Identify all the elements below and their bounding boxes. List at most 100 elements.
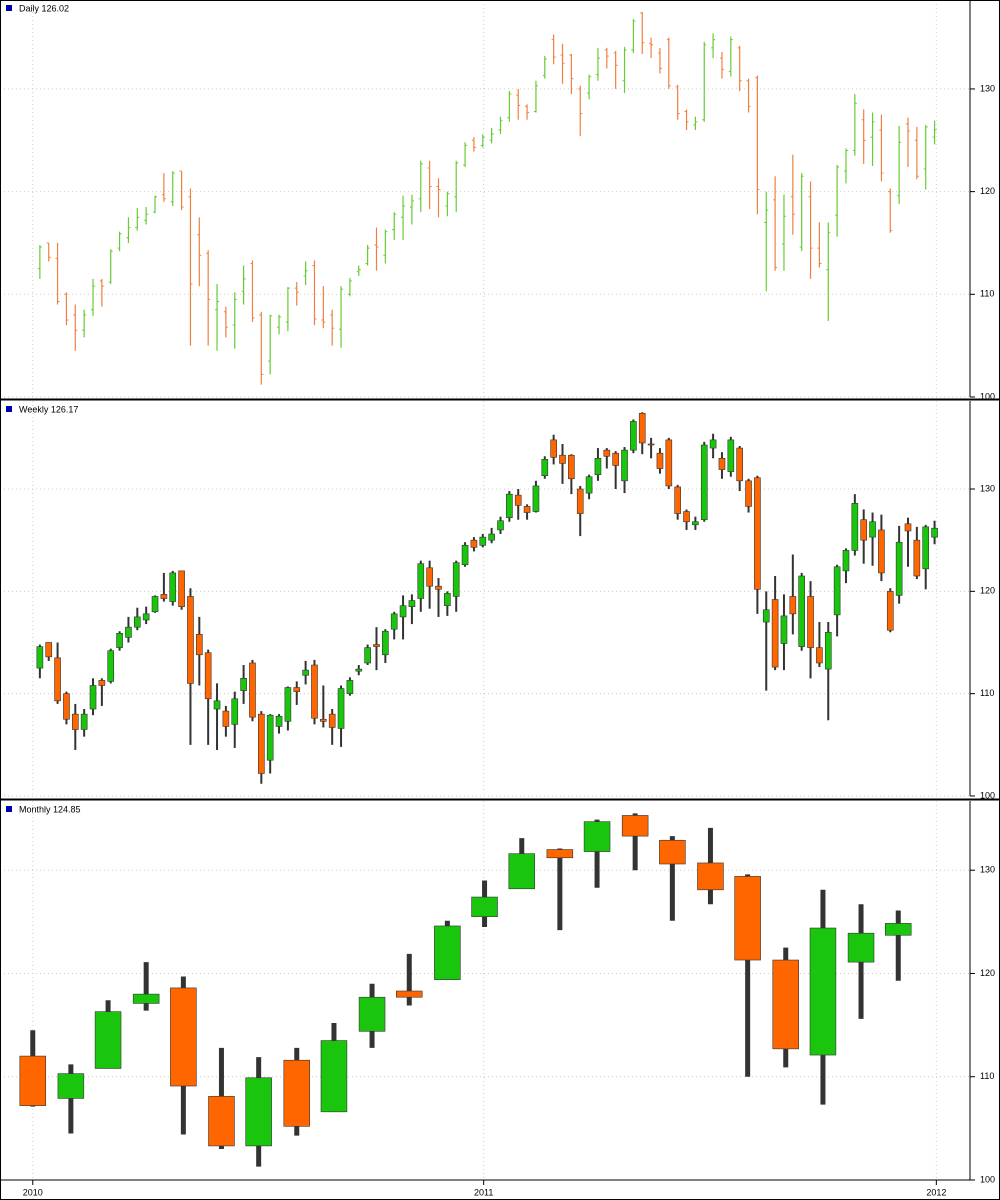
- candle-body: [842, 550, 850, 572]
- candle-body: [434, 925, 461, 980]
- candle-body: [222, 710, 230, 727]
- candle-body: [479, 536, 487, 546]
- candle-body: [116, 632, 123, 648]
- candle-body: [311, 664, 318, 719]
- candle-body: [700, 444, 708, 521]
- candle-body: [302, 669, 309, 676]
- candle-body: [358, 996, 386, 1032]
- candle-body: [399, 605, 407, 618]
- candle-body: [736, 447, 743, 482]
- candle-body: [904, 523, 912, 532]
- candle-body: [107, 650, 115, 682]
- candle-body: [851, 503, 859, 551]
- candle-body: [71, 713, 79, 730]
- candle-body: [328, 713, 336, 728]
- candle-body: [546, 849, 574, 859]
- candle-body: [283, 1059, 311, 1127]
- y-tick-label: 100: [980, 790, 995, 800]
- candle-body: [426, 567, 433, 587]
- candle-body: [638, 412, 646, 444]
- candle-body: [231, 698, 239, 725]
- candle-body: [568, 454, 575, 480]
- candle-body: [692, 521, 699, 526]
- candle-body: [364, 647, 371, 664]
- candle-body: [196, 634, 203, 656]
- candle-body: [884, 923, 912, 936]
- panel-title: Monthly 124.85: [19, 804, 81, 814]
- candle-body: [390, 613, 398, 630]
- y-tick-label: 130: [980, 483, 995, 493]
- candle-body: [683, 511, 690, 523]
- candle-body: [659, 839, 686, 865]
- y-tick-label: 130: [980, 83, 995, 93]
- candle-body: [213, 700, 221, 710]
- y-tick-label: 120: [980, 586, 995, 596]
- candle-body: [734, 876, 761, 961]
- candle-body: [240, 678, 247, 691]
- candle-body: [824, 631, 832, 670]
- x-tick-label: 2010: [23, 1187, 43, 1197]
- legend-swatch: [6, 806, 12, 812]
- candle-body: [771, 599, 779, 668]
- candle-body: [727, 439, 735, 472]
- candle-body: [187, 596, 194, 684]
- candle-body: [89, 685, 97, 710]
- candle-body: [170, 987, 197, 1087]
- candle-body: [160, 594, 168, 599]
- candle-body: [204, 652, 212, 700]
- candle-body: [895, 541, 903, 596]
- legend-swatch: [6, 406, 12, 412]
- candle-body: [860, 519, 868, 541]
- candle-body: [630, 421, 637, 451]
- candle-body: [550, 439, 557, 458]
- candle-body: [373, 644, 380, 647]
- candle-body: [508, 853, 536, 890]
- candle-body: [488, 533, 495, 541]
- candle-body: [833, 566, 841, 616]
- candle-body: [541, 459, 549, 477]
- candle-body: [816, 647, 823, 664]
- candle-body: [320, 718, 327, 722]
- candle-body: [63, 693, 70, 720]
- candle-body: [647, 443, 655, 446]
- candle-body: [754, 477, 761, 590]
- candle-body: [382, 630, 389, 656]
- candle-body: [417, 563, 425, 599]
- candle-body: [249, 662, 256, 718]
- candle-body: [514, 494, 522, 506]
- x-tick-label: 2012: [926, 1187, 946, 1197]
- candle-body: [745, 480, 752, 507]
- y-tick-label: 110: [980, 1071, 994, 1081]
- candle-body: [19, 1055, 47, 1106]
- candle-body: [656, 452, 664, 469]
- candle-body: [585, 476, 593, 494]
- candle-body: [789, 596, 797, 615]
- candle-body: [621, 815, 649, 837]
- panel-title: Daily 126.02: [19, 3, 69, 13]
- candle-body: [922, 526, 930, 570]
- candle-body: [444, 593, 451, 606]
- candle-body: [532, 485, 540, 512]
- candle-body: [258, 713, 265, 774]
- candle-body: [125, 626, 132, 638]
- candle-body: [931, 527, 938, 538]
- candle-body: [435, 585, 442, 590]
- y-tick-label: 100: [980, 1174, 995, 1184]
- candle-body: [54, 657, 61, 702]
- candle-body: [293, 687, 301, 692]
- candle-body: [132, 993, 160, 1004]
- candle-body: [878, 529, 885, 574]
- candle-body: [807, 596, 814, 648]
- candle-body: [408, 600, 416, 607]
- candle-body: [665, 439, 673, 487]
- candle-body: [36, 646, 44, 669]
- candle-body: [452, 562, 460, 597]
- candle-body: [621, 449, 628, 482]
- candle-body: [275, 715, 283, 727]
- candle-body: [612, 452, 619, 466]
- candle-body: [718, 458, 726, 470]
- candle-body: [169, 572, 177, 602]
- candle-body: [80, 713, 88, 730]
